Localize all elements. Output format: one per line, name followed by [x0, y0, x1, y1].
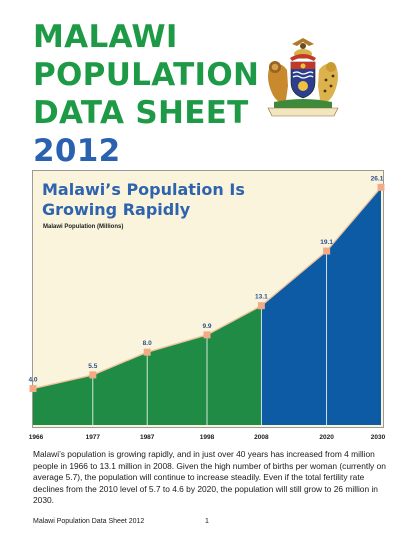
page-title: MALAWI POPULATION DATA SHEET 2012 [33, 18, 259, 170]
title-line: MALAWI [33, 19, 178, 55]
chart-subtitle: Malawi Population (Millions) [43, 224, 124, 230]
data-point-marker [29, 385, 37, 393]
chart-caption: Malawi’s population is growing rapidly, … [33, 449, 386, 506]
area-segment [261, 187, 381, 425]
data-point-marker [377, 183, 385, 191]
chart-title: Malawi’s Population Is Growing Rapidly [42, 180, 245, 220]
x-tick-label: 1977 [86, 434, 101, 441]
x-tick-label: 2008 [254, 434, 269, 441]
data-point-marker [143, 348, 151, 356]
data-label: 13.1 [255, 294, 268, 301]
data-label: 8.0 [143, 340, 152, 347]
chart-title-line: Malawi’s Population Is [42, 180, 245, 199]
page-number: 1 [205, 518, 209, 525]
footer-text: Malawi Population Data Sheet 2012 [33, 518, 145, 525]
data-point-marker [203, 331, 211, 339]
title-line: POPULATION [33, 57, 260, 93]
data-label: 9.9 [202, 323, 211, 330]
data-point-marker [323, 247, 331, 255]
x-tick-label: 1966 [29, 434, 44, 441]
chart-title-line: Growing Rapidly [42, 200, 191, 219]
x-tick-label: 2030 [371, 434, 386, 441]
x-tick-label: 1998 [200, 434, 215, 441]
data-label: 19.1 [320, 239, 333, 246]
data-label: 4.0 [28, 377, 37, 384]
x-tick-label: 1987 [140, 434, 155, 441]
x-tick-label: 2020 [319, 434, 334, 441]
data-point-marker [257, 302, 265, 310]
data-point-marker [89, 371, 97, 379]
title-year: 2012 [33, 133, 121, 169]
data-label: 5.5 [88, 363, 97, 370]
data-label: 26.1 [371, 175, 384, 182]
coat-of-arms-icon [267, 38, 339, 117]
title-line: DATA SHEET [33, 95, 249, 131]
